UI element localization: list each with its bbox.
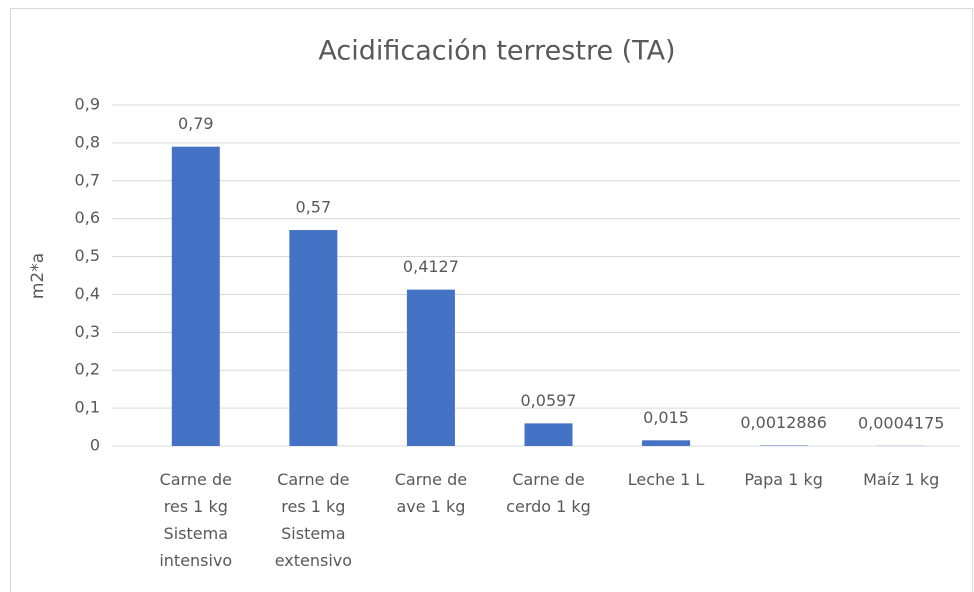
bar: [524, 423, 573, 446]
x-tick-label: Carne de res 1 kg Sistema intensivo: [159, 470, 232, 570]
y-tick-label: 0,5: [75, 246, 100, 265]
y-tick-label: 0,6: [75, 208, 100, 227]
y-tick-label: 0,1: [75, 398, 100, 417]
data-label: 0,79: [178, 114, 214, 133]
bar: [289, 230, 338, 446]
y-tick-label: 0,2: [75, 360, 100, 379]
data-label: 0,4127: [403, 257, 459, 276]
x-tick-label: Papa 1 kg: [744, 470, 822, 489]
data-label: 0,0004175: [858, 413, 945, 432]
x-tick-label: Carne de ave 1 kg: [395, 470, 467, 516]
y-tick-label: 0,3: [75, 322, 100, 341]
y-tick-label: 0,4: [75, 284, 100, 303]
x-tick-label: Carne de res 1 kg Sistema extensivo: [275, 470, 352, 570]
chart-border: [10, 8, 973, 592]
data-label: 0,0012886: [740, 413, 827, 432]
chart-title: Acidificación terrestre (TA): [318, 36, 675, 67]
y-tick-label: 0,7: [75, 170, 100, 189]
data-label: 0,015: [643, 408, 689, 427]
bar: [171, 146, 220, 446]
y-axis-label: m2*a: [28, 253, 48, 299]
bar: [642, 440, 691, 446]
bar: [406, 289, 455, 446]
y-tick-label: 0,8: [75, 132, 100, 151]
y-tick-label: 0,9: [75, 95, 100, 114]
data-label: 0,0597: [521, 391, 577, 410]
data-label: 0,57: [296, 198, 332, 217]
x-tick-label: Leche 1 L: [628, 470, 705, 489]
y-tick-label: 0: [90, 436, 100, 455]
x-tick-label: Carne de cerdo 1 kg: [506, 470, 591, 516]
x-tick-label: Maíz 1 kg: [863, 470, 939, 489]
